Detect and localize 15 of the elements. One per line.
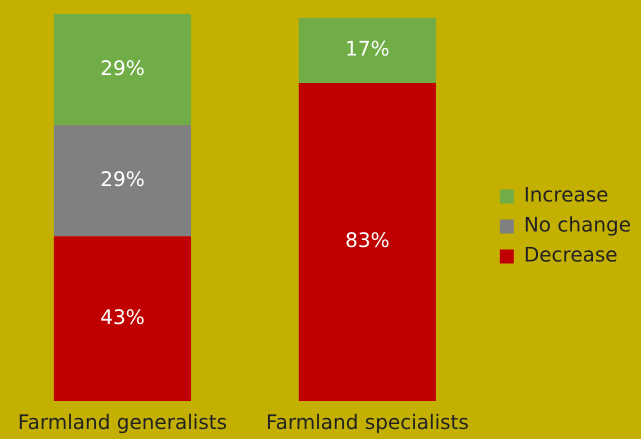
bar xyxy=(54,125,192,236)
data-label: 17% xyxy=(345,36,390,61)
legend-label: No change xyxy=(524,212,632,237)
legend-label: Increase xyxy=(524,182,608,207)
legend-label: Decrease xyxy=(524,242,618,267)
bar xyxy=(54,14,192,126)
x-tick-label: Farmland specialists xyxy=(266,410,469,434)
data-label: 29% xyxy=(100,56,145,80)
x-tick-label: Farmland generalists xyxy=(18,410,227,434)
bar xyxy=(298,18,436,83)
data-label: 43% xyxy=(100,304,145,329)
data-label: 83% xyxy=(345,228,390,252)
bar xyxy=(298,82,436,401)
data-label: 29% xyxy=(100,166,145,191)
bar xyxy=(54,236,192,401)
